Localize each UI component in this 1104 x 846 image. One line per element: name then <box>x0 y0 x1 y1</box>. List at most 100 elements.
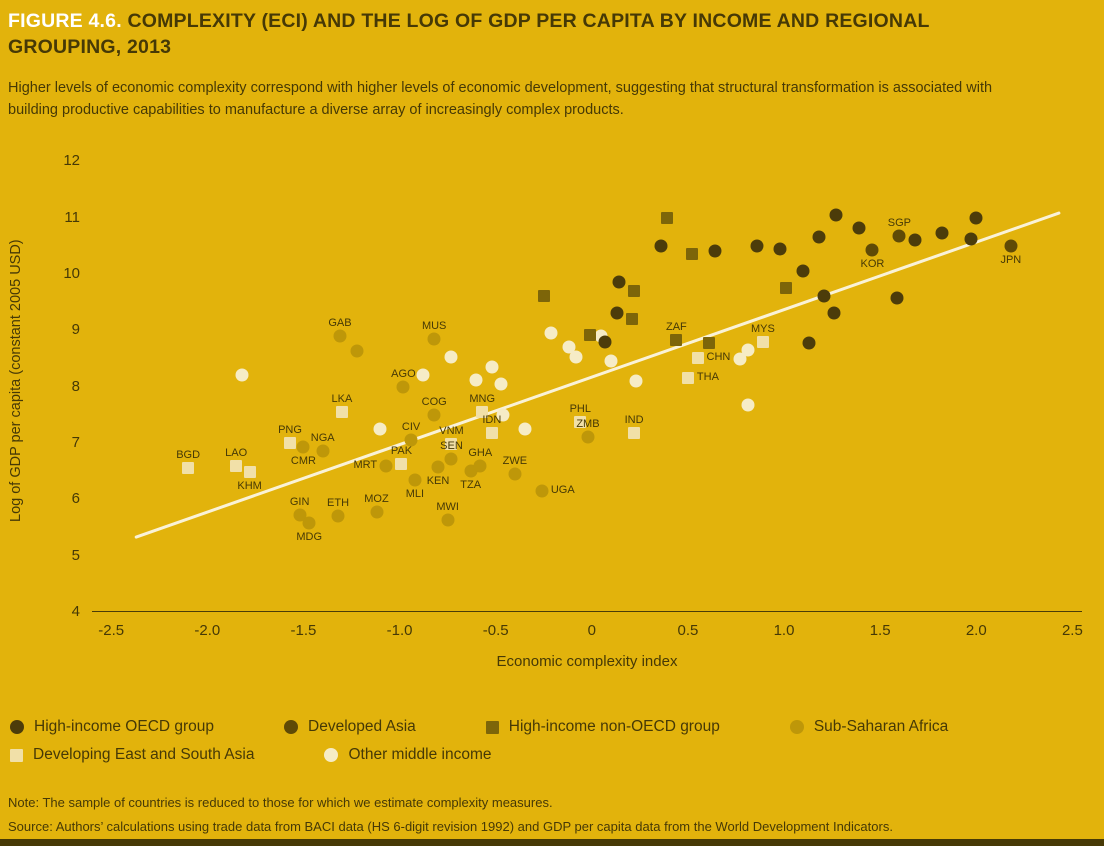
point-label: BGD <box>176 449 201 462</box>
data-point-tha <box>681 372 694 385</box>
legend-item-dasia: Developed Asia <box>284 718 416 736</box>
data-point-omi <box>416 368 430 382</box>
point-label: PAK <box>390 445 413 458</box>
legend-square-marker-icon <box>10 748 23 762</box>
y-tick-label: 11 <box>64 208 80 226</box>
data-point-mdg <box>302 516 316 530</box>
x-tick-label: 2.5 <box>1061 622 1083 639</box>
legend-item-omi: Other middle income <box>324 746 491 764</box>
point-label: SEN <box>440 439 463 452</box>
point-label: MLI <box>405 487 425 500</box>
point-label: AGO <box>391 367 416 380</box>
data-point-ago <box>396 380 410 394</box>
data-point-oecd <box>817 289 831 303</box>
x-tick-label: -1.0 <box>386 622 413 639</box>
legend-label: Sub-Saharan Africa <box>813 718 949 735</box>
legend-square-marker-icon <box>485 720 499 734</box>
data-point-nonoecd <box>583 328 596 341</box>
data-point-gab <box>333 329 347 343</box>
data-point-oecd <box>908 233 922 247</box>
point-label: SGP <box>887 217 911 230</box>
data-point-oecd <box>610 306 624 320</box>
data-point-zwe <box>508 467 522 481</box>
data-point-omi <box>496 408 510 422</box>
data-point-vnm <box>445 438 458 451</box>
data-point-mus <box>427 332 441 346</box>
point-label: THA <box>696 371 719 384</box>
point-label: KHM <box>237 480 262 493</box>
legend-row: Developing East and South Asia Other midd… <box>10 744 948 766</box>
x-tick-label: -0.5 <box>482 622 509 639</box>
point-label: IND <box>624 413 644 426</box>
data-point-omi <box>518 422 532 436</box>
data-point-sgp <box>892 229 906 243</box>
legend-circle-marker-icon <box>284 720 299 734</box>
data-point-sen <box>444 452 458 466</box>
point-label: VNM <box>439 425 464 438</box>
x-axis-title: Economic complexity index <box>496 653 678 670</box>
data-point-nonoecd <box>660 211 673 224</box>
data-point-omi <box>741 343 754 357</box>
data-point-omi <box>444 350 458 364</box>
point-label: GIN <box>289 496 310 509</box>
legend-label: High-income OECD group <box>34 718 215 735</box>
data-point-omi <box>733 352 747 366</box>
y-tick-label: 8 <box>71 377 80 395</box>
data-point-oecd <box>852 221 866 235</box>
data-point-kor <box>865 243 879 257</box>
data-point-oecd <box>773 242 787 256</box>
y-tick-label: 12 <box>63 152 80 170</box>
point-label: JPN <box>1000 253 1022 266</box>
x-axis-ticks: -2.5 -2.0 -1.5 -1.0 -0.5 0 0.5 1.0 1.5 2.0 2.5 <box>92 622 1083 642</box>
point-label: MRT <box>353 458 378 471</box>
data-point-eth <box>331 509 345 523</box>
data-point-zmb <box>581 430 595 444</box>
y-tick-label: 10 <box>63 264 80 282</box>
scatter-chart: Log of GDP per capita (constant 2005 USD… <box>0 150 1104 690</box>
point-label: CMR <box>290 455 316 468</box>
point-label: ZMB <box>576 418 600 431</box>
x-tick-label: 1.5 <box>869 622 891 639</box>
data-point-khm <box>243 466 256 479</box>
x-tick-label: -2.0 <box>194 622 221 639</box>
point-label: CIV <box>401 421 421 434</box>
point-label: IDN <box>482 413 502 426</box>
data-point-mng <box>476 405 489 418</box>
legend-label: Developing East and South Asia <box>33 746 255 763</box>
figure-title-block: FIGURE 4.6. COMPLEXITY (ECI) AND THE LOG… <box>8 8 988 61</box>
x-tick-label: -2.5 <box>98 622 125 639</box>
x-tick-label: -1.5 <box>290 622 317 639</box>
x-tick-label: 0 <box>587 622 596 639</box>
data-point-cog <box>427 408 441 422</box>
data-point-gha <box>473 459 487 472</box>
data-point-nga <box>316 444 330 458</box>
legend-item-nonoecd: High-income non-OECD group <box>485 718 720 736</box>
figure-title: COMPLEXITY (ECI) AND THE LOG OF GDP PER … <box>8 10 930 59</box>
data-point-png <box>284 436 296 449</box>
data-point-omi <box>741 398 754 412</box>
data-point-oecd <box>964 232 977 246</box>
data-point-oecd <box>935 226 949 240</box>
data-point-omi <box>235 368 249 382</box>
plot-area: BGD LAO KHM PNG LKA PAK VNM MNG IDN PHL IND THA CHN M… <box>92 150 1082 612</box>
y-tick-label: 5 <box>71 546 80 564</box>
legend-item-ssa: Sub-Saharan Africa <box>789 718 949 736</box>
x-tick-label: 0.5 <box>677 622 699 639</box>
data-point-ssa <box>350 344 364 358</box>
data-point-phl <box>574 415 587 428</box>
point-label: MYS <box>750 322 775 335</box>
data-point-oecd <box>598 335 612 349</box>
data-point-omi <box>562 340 576 354</box>
data-point-nonoecd <box>703 337 716 350</box>
data-point-cmr <box>296 440 310 454</box>
point-label: COG <box>421 395 447 408</box>
data-point-omi <box>485 360 499 374</box>
data-point-civ <box>404 433 418 447</box>
point-label: KOR <box>860 258 885 271</box>
data-point-oecd <box>750 239 764 253</box>
point-label: PNG <box>278 423 302 436</box>
data-point-ken <box>431 460 445 474</box>
data-point-oecd <box>812 230 826 244</box>
data-point-oecd <box>654 239 668 253</box>
